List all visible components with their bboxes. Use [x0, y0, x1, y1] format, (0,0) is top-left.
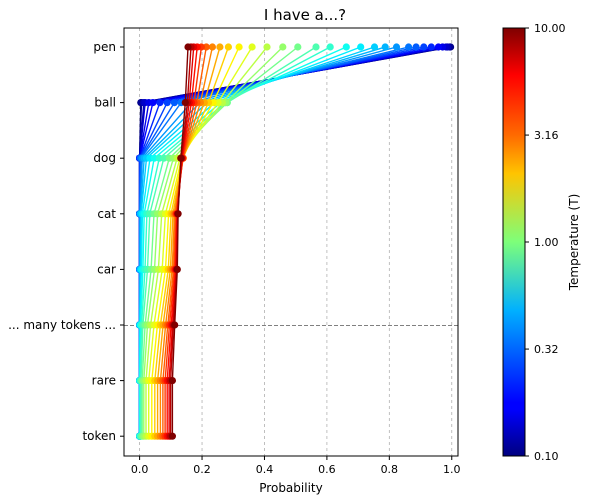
data-point	[420, 43, 428, 51]
data-point	[160, 154, 168, 162]
series-line	[164, 46, 203, 437]
data-point	[149, 99, 157, 107]
series-line	[145, 46, 268, 437]
x-tick-label: 0.6	[318, 463, 336, 476]
data-point	[177, 154, 185, 162]
data-point	[184, 43, 192, 51]
data-point	[427, 43, 435, 51]
series-line	[147, 46, 253, 437]
colorbar-tick-label: 10.00	[534, 22, 566, 35]
data-point	[170, 99, 178, 107]
y-axis: pen ball dog cat car ... many tokens ... rare t…	[8, 40, 124, 443]
data-point	[405, 43, 413, 51]
y-tick-label: dog	[93, 151, 116, 165]
data-point	[434, 43, 442, 51]
data-point	[392, 43, 401, 51]
y-tick-label: token	[82, 429, 116, 443]
series-line	[154, 46, 230, 437]
y-tick-label: rare	[92, 374, 116, 388]
colorbar-label: Temperature (T)	[567, 194, 581, 292]
data-point	[173, 265, 181, 273]
y-tick-label: ... many tokens ...	[8, 318, 116, 332]
x-tick-label: 0.0	[131, 463, 149, 476]
data-point	[216, 43, 224, 51]
x-tick-label: 0.8	[381, 463, 399, 476]
series-group	[136, 43, 455, 440]
data-point	[248, 43, 256, 51]
y-tick-label: cat	[97, 207, 116, 221]
chart-title: I have a...?	[264, 6, 346, 24]
colorbar-tick-label: 0.10	[534, 450, 559, 463]
colorbar-tick-label: 3.16	[534, 129, 559, 142]
data-point	[168, 432, 176, 440]
x-tick-label: 0.2	[193, 463, 211, 476]
colorbar-axis: 0.10 0.32 1.00 3.16 10.00	[525, 22, 566, 463]
series-line	[156, 46, 221, 437]
series-line	[151, 46, 240, 437]
data-point	[181, 99, 189, 107]
data-point	[279, 43, 287, 51]
colorbar-tick-label: 0.32	[534, 343, 559, 356]
data-point	[370, 43, 379, 51]
data-point	[168, 377, 176, 385]
data-point	[171, 321, 179, 329]
data-point	[263, 43, 271, 51]
y-tick-label: pen	[93, 40, 116, 54]
series-line	[159, 46, 214, 437]
data-point	[357, 43, 365, 51]
y-tick-label: car	[97, 262, 116, 276]
data-point	[224, 43, 232, 51]
data-point	[312, 43, 320, 51]
y-tick-label: ball	[94, 96, 116, 110]
x-axis-label: Probability	[259, 481, 322, 495]
x-tick-label: 1.0	[443, 463, 461, 476]
colorbar-tick-label: 1.00	[534, 236, 559, 249]
data-point	[294, 43, 302, 51]
data-point	[326, 43, 334, 51]
colorbar	[502, 27, 526, 457]
data-point	[342, 43, 350, 51]
series-line	[171, 46, 189, 437]
data-point	[174, 210, 182, 218]
data-point	[381, 43, 389, 51]
data-point	[235, 43, 243, 51]
plot-area-frame	[123, 27, 459, 457]
series-line	[143, 46, 284, 437]
data-point	[150, 154, 158, 162]
series-line	[162, 46, 207, 437]
data-point	[208, 43, 216, 51]
x-axis: 0.0 0.2 0.4 0.6 0.8 1.0	[131, 456, 461, 476]
data-point	[163, 99, 171, 107]
data-point	[412, 43, 420, 51]
x-tick-label: 0.4	[256, 463, 274, 476]
data-point	[156, 99, 164, 107]
